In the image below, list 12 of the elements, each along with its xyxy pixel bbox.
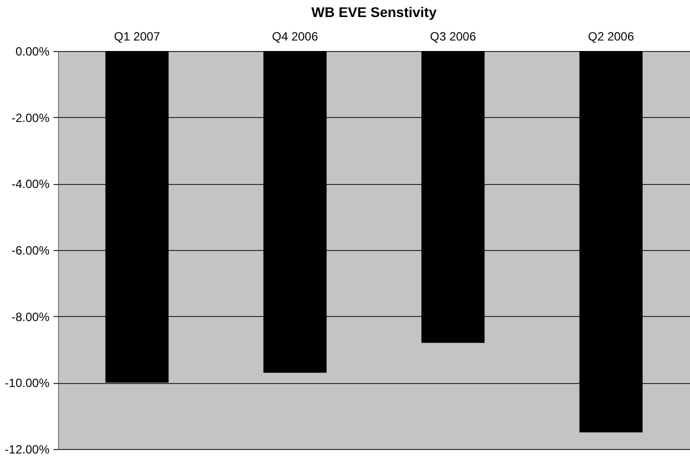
y-tick-label: -4.00% [11,177,50,192]
y-tick-label: 0.00% [15,44,50,58]
x-tick-label: Q1 2007 [114,30,160,44]
x-tick-label: Q3 2006 [430,30,476,44]
x-tick-label: Q4 2006 [272,30,318,44]
y-tick-label: -12.00% [4,442,50,456]
y-tick-label: -6.00% [11,244,50,258]
x-tick-label: Q2 2006 [588,30,634,44]
chart-title: WB EVE Senstivity [311,4,437,20]
y-tick-label: -8.00% [11,310,50,324]
y-tick-label: -10.00% [4,376,50,390]
y-tick-label: -2.00% [11,110,50,125]
